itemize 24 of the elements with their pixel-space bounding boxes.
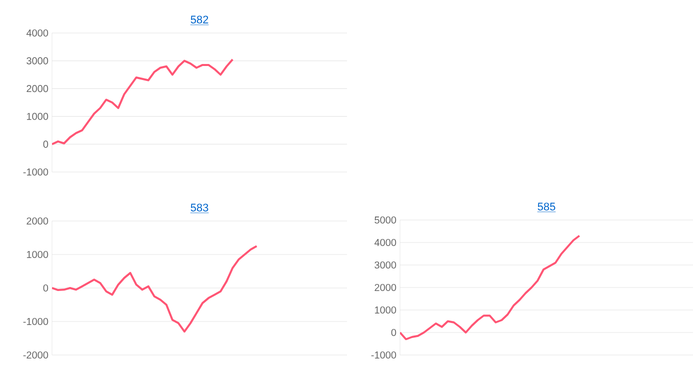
- y-tick-label: 0: [43, 140, 48, 148]
- y-tick-label: 5000: [374, 216, 396, 224]
- line-series: [400, 234, 580, 340]
- y-tick-label: 0: [43, 284, 48, 292]
- chart-title: 585: [538, 202, 556, 210]
- chart-title: 583: [190, 204, 208, 212]
- y-tick-label: 1000: [26, 250, 48, 258]
- chart-title: 582: [190, 16, 208, 24]
- y-tick-label: 2000: [26, 85, 48, 92]
- y-tick-label: 2000: [374, 284, 396, 292]
- y-tick-label: -1000: [371, 351, 396, 359]
- y-tick-label: 0: [391, 328, 396, 336]
- y-tick-label: 4000: [26, 29, 48, 37]
- y-tick-label: 3000: [374, 261, 396, 269]
- y-tick-label: 3000: [26, 57, 48, 64]
- y-tick-label: 1000: [26, 112, 48, 120]
- y-tick-label: -2000: [23, 351, 48, 359]
- line-series: [52, 58, 234, 146]
- y-tick-label: 4000: [374, 238, 396, 246]
- y-tick-label: 2000: [26, 217, 48, 225]
- line-series: [52, 245, 258, 333]
- y-tick-label: -1000: [23, 168, 48, 176]
- y-tick-label: 1000: [374, 306, 396, 314]
- y-tick-label: -1000: [23, 318, 48, 326]
